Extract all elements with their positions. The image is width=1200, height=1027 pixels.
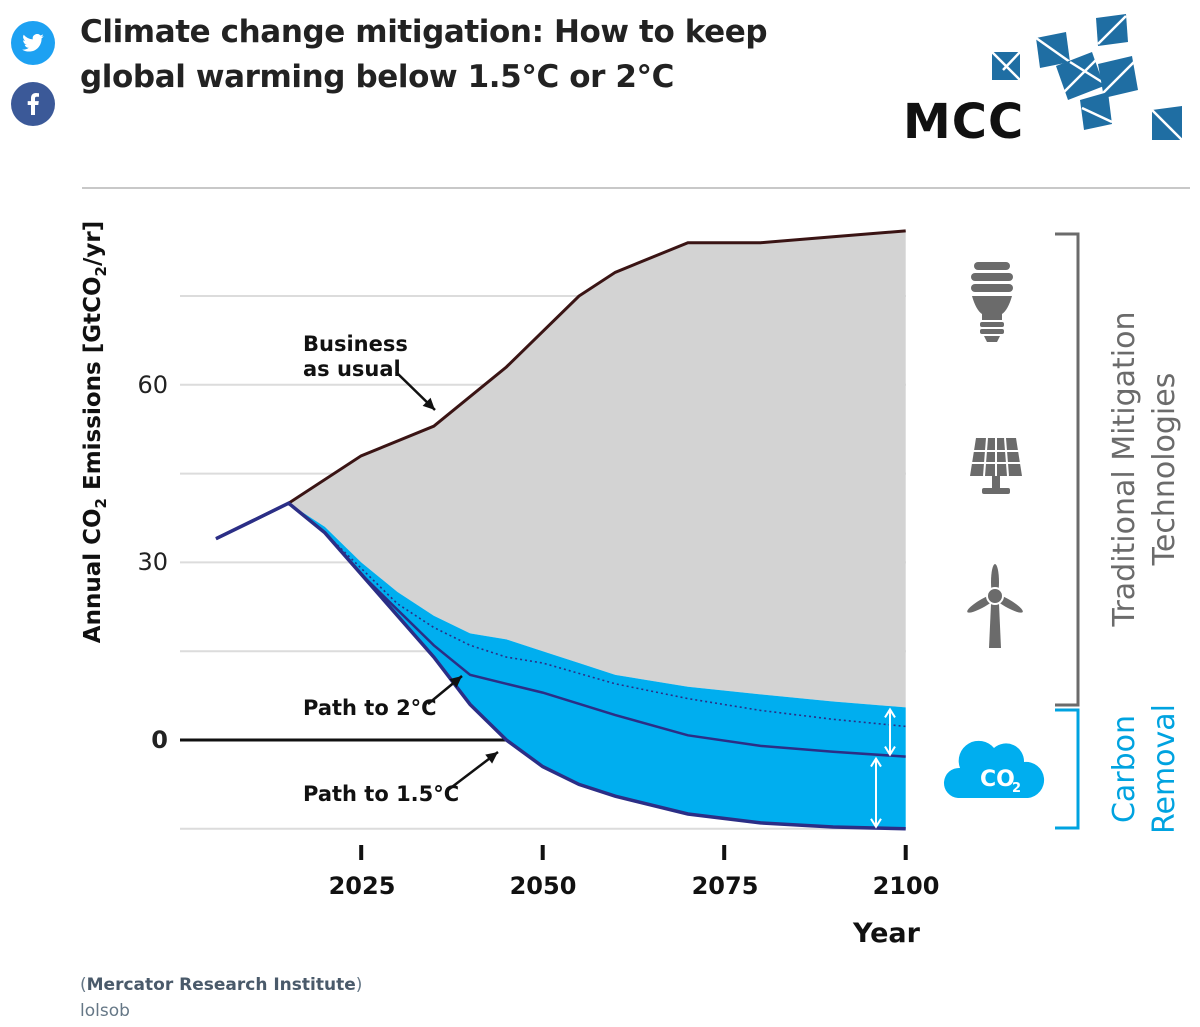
logo-square-1 bbox=[991, 51, 1021, 81]
y-axis-title-sub-2: 2 bbox=[91, 266, 110, 277]
carbon-removal-bracket bbox=[1055, 708, 1080, 830]
x-tick-label-2050: 2050 bbox=[509, 872, 577, 900]
range-arrow-head-up bbox=[884, 707, 896, 718]
x-tick-label-2075: 2075 bbox=[691, 872, 759, 900]
twitter-bird-icon bbox=[22, 34, 44, 52]
traditional-mitigation-line-2: Technologies bbox=[1147, 372, 1182, 566]
y-axis-title: Annual CO2 Emissions [GtCO2/yr] bbox=[80, 221, 110, 643]
x-axis-title: Year bbox=[853, 918, 920, 949]
y-tick-label-60: 60 bbox=[137, 371, 168, 399]
facebook-share-button[interactable] bbox=[11, 82, 55, 126]
y-axis-title-part-3: /yr] bbox=[80, 220, 107, 267]
range-arrow-head-down bbox=[884, 746, 896, 757]
path-2c-annotation: Path to 2°C bbox=[303, 696, 437, 720]
annotation-arrow-head bbox=[422, 397, 435, 410]
x-tick-label-2100: 2100 bbox=[872, 872, 940, 900]
twitter-share-button[interactable] bbox=[11, 21, 55, 65]
username-link[interactable]: lolsob bbox=[80, 1001, 130, 1021]
y-tick-label-30: 30 bbox=[137, 548, 168, 576]
y-axis-title-part-2: Emissions [GtCO bbox=[80, 276, 107, 499]
logo-square-5 bbox=[1098, 56, 1138, 98]
co2-icon-text: CO bbox=[980, 767, 1015, 792]
path-1-5c-annotation: Path to 1.5°C bbox=[303, 782, 460, 806]
traditional-mitigation-line-1: Traditional Mitigation bbox=[1107, 311, 1142, 627]
business-as-usual-area bbox=[216, 230, 906, 708]
image-source-credit: (Mercator Research Institute) bbox=[80, 975, 363, 995]
header-divider bbox=[82, 187, 1190, 189]
traditional-mitigation-bracket bbox=[1055, 232, 1080, 707]
bau-annotation-line-1: Business bbox=[303, 332, 408, 356]
logo-square-4 bbox=[1056, 52, 1104, 100]
co2-icon-subscript: 2 bbox=[1012, 781, 1021, 796]
solar-panel-icon bbox=[970, 437, 1022, 494]
range-arrow-head-down bbox=[870, 818, 882, 829]
carbon-removal-line-2: Removal bbox=[1147, 703, 1182, 835]
y-axis-title-part-1: Annual CO bbox=[80, 508, 107, 644]
logo-square-7 bbox=[1151, 106, 1183, 141]
y-tick-label-0: 0 bbox=[151, 726, 168, 754]
mitigation-band-area bbox=[216, 503, 906, 829]
bau-annotation: Business as usual bbox=[303, 332, 408, 382]
mcc-logo-text: MCC bbox=[903, 94, 1025, 150]
source-name: Mercator Research Institute bbox=[86, 975, 356, 995]
co2-cloud-icon: CO 2 bbox=[943, 740, 1045, 798]
carbon-removal-label: Carbon Removal bbox=[1105, 704, 1185, 834]
carbon-removal-line-1: Carbon bbox=[1107, 714, 1142, 824]
logo-square-2 bbox=[1035, 32, 1071, 68]
light-bulb-icon bbox=[971, 262, 1013, 342]
annotation-arrow-head bbox=[449, 676, 462, 688]
y-axis-title-sub-1: 2 bbox=[91, 498, 110, 509]
x-tick-label-2025: 2025 bbox=[328, 872, 396, 900]
logo-square-3 bbox=[1096, 14, 1128, 46]
path-1-5c-line bbox=[215, 501, 906, 831]
chart-title: Climate change mitigation: How to keep g… bbox=[80, 10, 768, 100]
chart-title-line-1: Climate change mitigation: How to keep bbox=[80, 14, 768, 50]
bau-annotation-line-2: as usual bbox=[303, 357, 401, 381]
traditional-mitigation-label: Traditional Mitigation Technologies bbox=[1105, 312, 1185, 627]
mcc-logo bbox=[991, 14, 1183, 141]
facebook-f-icon bbox=[27, 93, 39, 115]
wind-turbine-icon bbox=[967, 564, 1023, 648]
chart-title-line-2: global warming below 1.5°C or 2°C bbox=[80, 59, 674, 95]
logo-square-6 bbox=[1080, 92, 1113, 130]
range-arrow-head-up bbox=[870, 756, 882, 768]
annotation-arrow-head bbox=[485, 752, 498, 764]
